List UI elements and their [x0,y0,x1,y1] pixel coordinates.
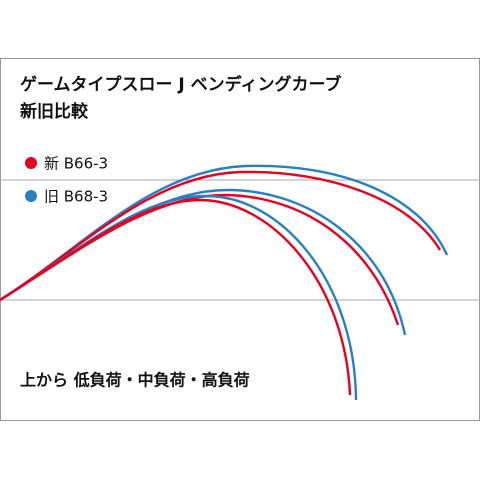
legend-label: 旧 B68-3 [44,188,108,206]
title: ゲームタイプスロー J ベンディングカーブ [20,74,341,95]
subtitle: 新旧比較 [20,101,89,122]
footer-text: 上から 低負荷・中負荷・高負荷 [20,371,250,390]
legend-dot [25,157,37,169]
curve-old [0,188,407,336]
legend-label: 新 B66-3 [44,155,108,173]
curve-new [0,198,352,396]
curve-new [0,170,442,302]
curve-old [0,194,358,401]
legend-dot [25,190,37,202]
curve-old [0,164,449,302]
